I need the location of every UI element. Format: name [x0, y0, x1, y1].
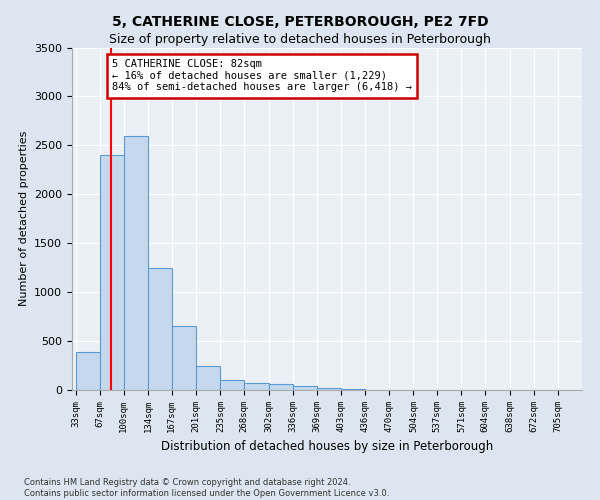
- Bar: [196, 366, 220, 390]
- Bar: [244, 382, 269, 390]
- Bar: [76, 352, 100, 390]
- Text: 5 CATHERINE CLOSE: 82sqm
← 16% of detached houses are smaller (1,229)
84% of sem: 5 CATHERINE CLOSE: 82sqm ← 16% of detach…: [112, 59, 412, 92]
- Text: Contains HM Land Registry data © Crown copyright and database right 2024.
Contai: Contains HM Land Registry data © Crown c…: [24, 478, 389, 498]
- Bar: [220, 380, 244, 390]
- Bar: [341, 389, 365, 390]
- X-axis label: Distribution of detached houses by size in Peterborough: Distribution of detached houses by size …: [161, 440, 493, 454]
- Text: 5, CATHERINE CLOSE, PETERBOROUGH, PE2 7FD: 5, CATHERINE CLOSE, PETERBOROUGH, PE2 7F…: [112, 15, 488, 29]
- Bar: [124, 136, 148, 390]
- Bar: [293, 386, 317, 390]
- Bar: [317, 388, 341, 390]
- Bar: [172, 326, 196, 390]
- Bar: [148, 268, 172, 390]
- Bar: [269, 384, 293, 390]
- Bar: [100, 155, 124, 390]
- Y-axis label: Number of detached properties: Number of detached properties: [19, 131, 29, 306]
- Text: Size of property relative to detached houses in Peterborough: Size of property relative to detached ho…: [109, 32, 491, 46]
